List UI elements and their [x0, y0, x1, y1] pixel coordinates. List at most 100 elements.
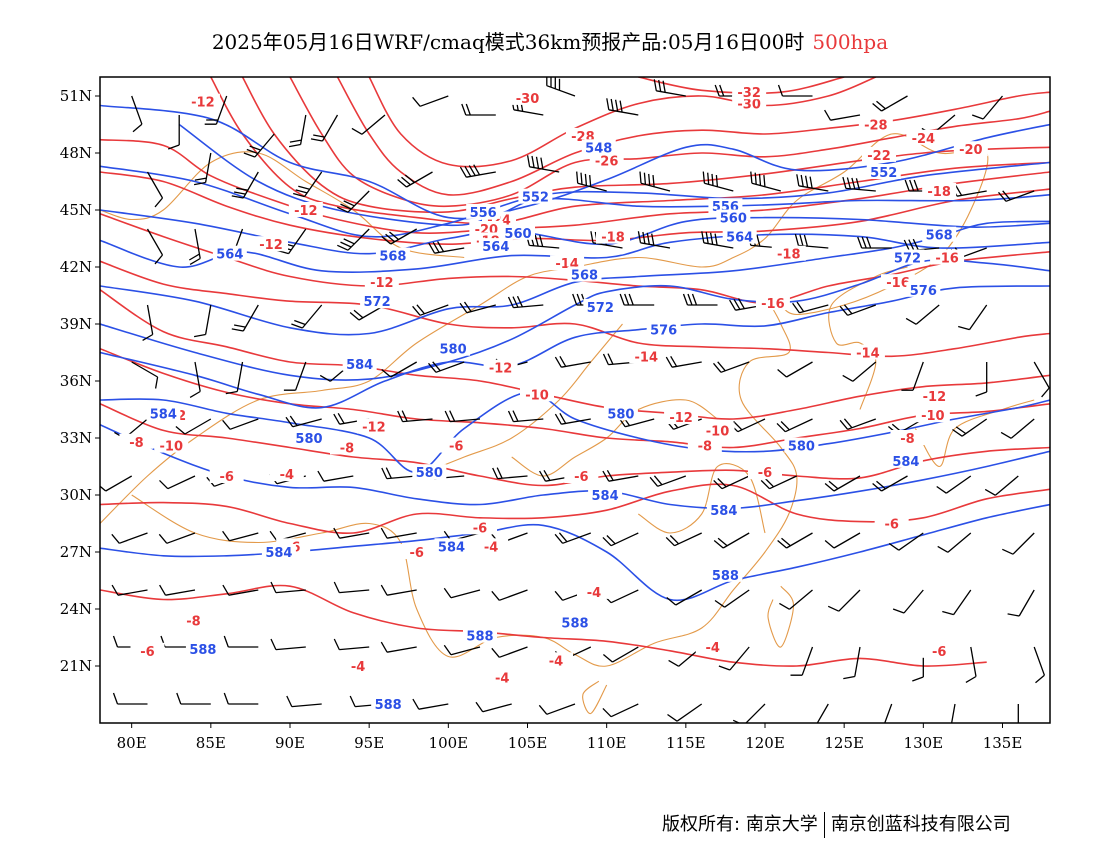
wind-barb	[112, 692, 148, 705]
contour-label-bg	[588, 487, 623, 502]
contour-label-bg	[589, 152, 624, 168]
wind-barb	[796, 174, 829, 192]
contour-label-bg	[890, 430, 925, 445]
contour-label-bg	[520, 386, 554, 402]
lat-tick-label: 39N	[60, 315, 92, 333]
wind-barb	[602, 469, 639, 482]
axes: 80E 85E 90E 95E 100E 105E 110E 115E 120E 125E 130E…	[60, 87, 1023, 752]
lon-tick-label: 120E	[745, 734, 785, 752]
wind-barb	[905, 304, 940, 325]
contour-label-bg	[269, 466, 304, 482]
wind-barb	[222, 530, 259, 542]
wind-barb	[649, 475, 687, 487]
wind-barb	[903, 238, 940, 252]
temperature-contour-label: -4	[280, 468, 294, 483]
wind-barb	[222, 418, 259, 430]
lat-tick-label: 36N	[60, 372, 92, 390]
wind-barb	[702, 171, 734, 192]
wind-barb	[223, 635, 259, 648]
contour-label-bg	[478, 238, 513, 254]
temperature-contour-label: -20	[959, 143, 983, 158]
contour-label-bg	[687, 437, 722, 453]
contour-label-bg	[185, 640, 220, 656]
plot-frame	[99, 76, 1051, 724]
wind-barb	[475, 701, 512, 713]
wind-barb	[333, 581, 370, 594]
temperature-contour-label: -4	[706, 641, 720, 656]
lat-tick-label: 30N	[60, 486, 92, 504]
temperature-contour-label: -6	[884, 518, 898, 533]
wind-barb	[412, 698, 449, 710]
contour-label-bg	[434, 538, 469, 554]
temperature-contour-label: -28	[864, 119, 888, 134]
wind-barb	[491, 646, 528, 658]
wind-barb	[443, 587, 481, 599]
wind-barb	[750, 171, 781, 192]
contour-label-bg	[539, 652, 573, 668]
wind-barb	[842, 361, 877, 382]
wind-barb	[277, 228, 307, 255]
geopotential-contour-label: 580	[416, 466, 443, 481]
lon-tick-label: 130E	[904, 734, 944, 752]
temperature-contour-label: -22	[867, 149, 891, 164]
geopotential-contour-label: 576	[650, 324, 677, 339]
geopotential-contour-label: 568	[571, 269, 598, 284]
temperature-contour-label: -4	[495, 671, 509, 686]
wind-barb	[554, 532, 592, 544]
geopotential-contour-label: 560	[504, 227, 531, 242]
contour-label-bg	[483, 359, 518, 375]
wind-barbs	[100, 77, 1050, 723]
temperature-contour-label: -8	[129, 436, 143, 451]
admin-boundary	[582, 680, 608, 715]
contour-label-bg	[399, 544, 434, 559]
contour-label-bg	[463, 627, 497, 643]
wind-barb	[718, 646, 750, 671]
contour-label-bg	[176, 612, 211, 628]
wind-barb	[619, 293, 655, 306]
temperature-contour-line	[336, 77, 1050, 196]
contour-label-bg	[254, 236, 288, 252]
lon-tick-label: 125E	[824, 734, 864, 752]
wind-barb	[459, 164, 496, 178]
wind-barb	[839, 418, 877, 430]
temperature-contour-label: -12	[362, 421, 386, 436]
contour-label-bg	[330, 439, 364, 455]
geopotential-contour-label: 568	[926, 229, 953, 244]
wind-barb	[428, 361, 465, 373]
geopotential-contour-label: 584	[892, 455, 919, 470]
wind-barb	[842, 176, 876, 192]
contour-label-bg	[558, 614, 592, 630]
geopotential-contour-label: 576	[910, 284, 937, 299]
temperature-contour-label: -16	[761, 297, 785, 312]
wind-barb	[231, 171, 259, 199]
geopotential-contour-label: 588	[189, 643, 216, 658]
wind-barb	[824, 532, 861, 549]
org-nanjing-university: 南京大学	[745, 814, 818, 835]
wind-barb	[337, 228, 370, 251]
wind-barb	[602, 703, 639, 718]
wind-barb	[225, 361, 244, 395]
wind-barb	[223, 692, 259, 705]
wind-barb	[507, 410, 544, 423]
footer-divider	[823, 812, 825, 838]
contour-labels: -30-30-32-28-28-26-24-24-22-20-20-18-18-…	[119, 84, 988, 713]
wind-barb	[380, 527, 417, 539]
wind-barb	[975, 362, 988, 397]
wind-barb	[270, 638, 306, 651]
wind-barb	[1033, 361, 1050, 398]
lat-tick-label: 33N	[60, 429, 92, 447]
temperature-contour-line	[100, 260, 1050, 358]
wind-barb	[984, 475, 1019, 496]
contour-label-bg	[463, 519, 497, 535]
contour-label-bg	[364, 274, 399, 290]
wind-barb	[937, 532, 972, 553]
temperature-contour-label: -12	[370, 276, 394, 291]
wind-barb	[701, 231, 734, 249]
wind-barb	[189, 361, 201, 398]
temperature-contour-line	[100, 584, 987, 667]
geopotential-contour-label: 568	[379, 250, 406, 265]
contour-label-bg	[577, 583, 611, 599]
wind-barb	[653, 79, 686, 97]
wind-barb	[901, 361, 924, 391]
wind-barb	[111, 584, 148, 596]
